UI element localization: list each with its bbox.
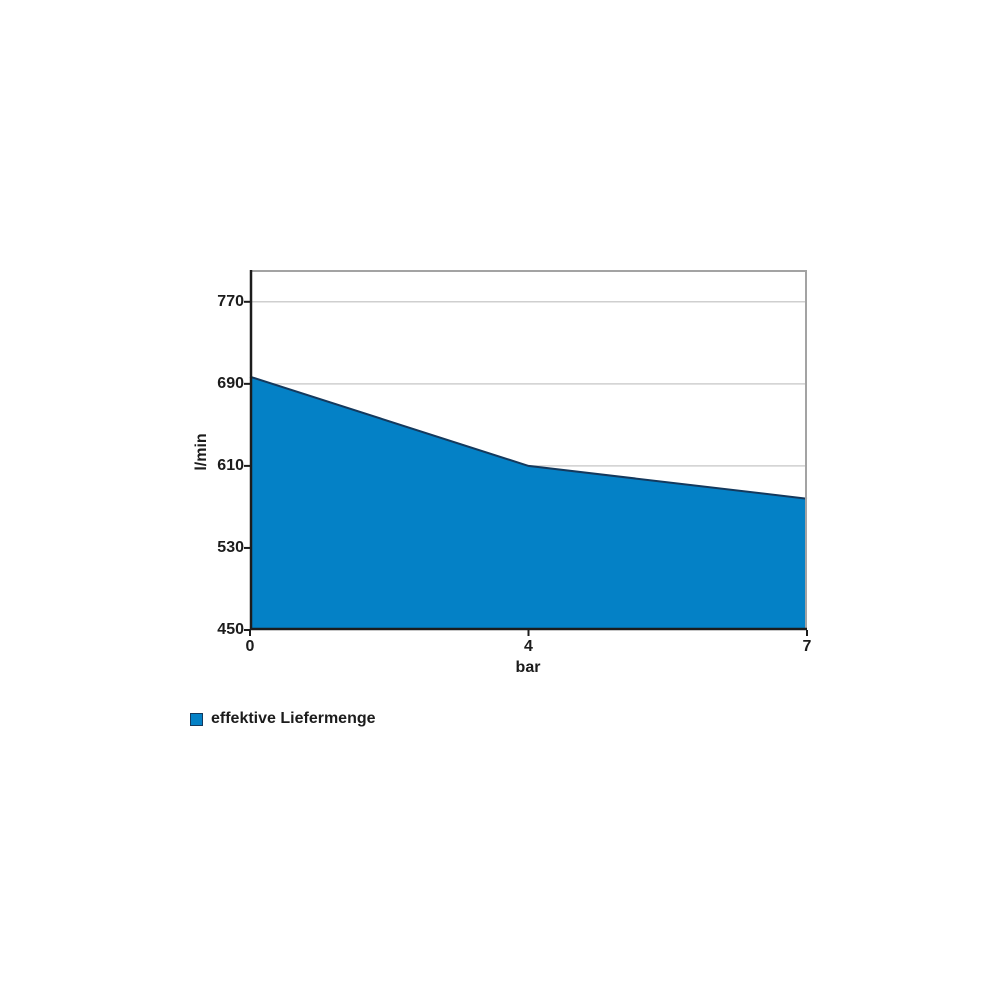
y-tick-label: 610 [217,456,244,474]
y-tick-label: 530 [217,538,244,556]
area-series [250,376,807,630]
x-tick-label: 7 [802,638,812,655]
legend-label: effektive Liefermenge [211,710,376,727]
x-axis-title: bar [515,659,541,676]
y-tick-label: 770 [217,292,244,310]
plot-area [244,270,808,636]
x-tick-label: 4 [524,638,533,655]
x-tick-label: 0 [245,638,255,655]
y-tick-label: 450 [217,621,244,638]
legend: effektive Liefermenge [190,710,376,728]
legend-swatch-icon [190,712,203,726]
y-tick-label: 690 [217,374,244,392]
area-series-outline [249,375,808,500]
y-axis-title: l/min [193,433,210,471]
